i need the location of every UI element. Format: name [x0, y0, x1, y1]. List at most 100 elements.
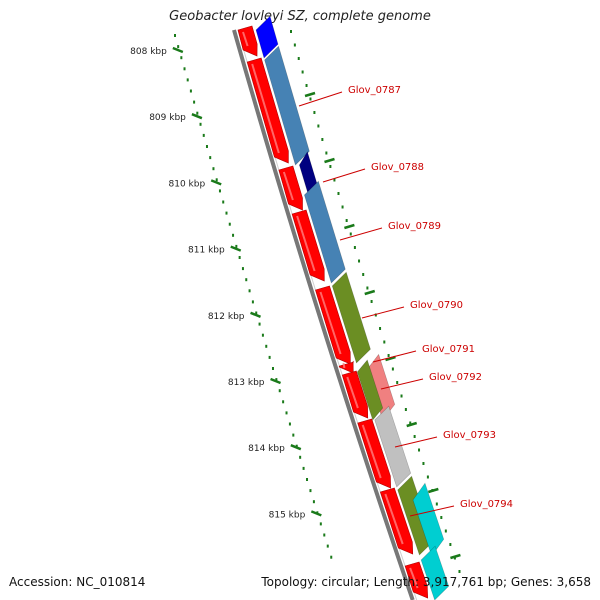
ruler-dot: [275, 378, 278, 382]
cds-arrow-highlight: [282, 171, 294, 201]
ruler-dot: [282, 400, 285, 404]
ruler-dot: [215, 178, 218, 182]
gene-ruler-dot: [458, 570, 461, 573]
ruler-dot: [222, 200, 225, 204]
ruler-dot: [326, 544, 329, 548]
gene-ruler-dot: [293, 43, 296, 47]
ruler-dot: [319, 522, 322, 526]
ruler-dot: [228, 222, 231, 226]
ruler-dot: [255, 311, 258, 315]
accession-label: Accession: NC_010814: [9, 575, 146, 589]
gene-ruler-dot: [370, 300, 373, 303]
feature-block: [255, 15, 279, 59]
gene-leader-line: [394, 436, 438, 448]
ruler-dot: [295, 444, 298, 448]
gene-ruler-dot: [305, 84, 308, 87]
ruler-dot: [268, 355, 271, 359]
ruler-dot: [196, 111, 199, 115]
gene-ruler-dot: [400, 394, 403, 398]
gene-ruler-dot: [353, 246, 356, 249]
gene-ruler-tick: [324, 157, 335, 164]
ruler-dot: [292, 433, 295, 437]
gene-ruler-dot: [435, 502, 438, 506]
ruler-dot: [248, 289, 251, 293]
gene-ruler-dot: [444, 529, 447, 533]
ruler-dot: [183, 67, 186, 71]
ruler-major-tick: [310, 510, 322, 517]
map-title: Geobacter lovleyi SZ, complete genome: [169, 9, 431, 24]
ruler-dot: [235, 244, 238, 248]
ruler-dot: [193, 100, 196, 104]
gene-leader-line: [372, 350, 417, 363]
ruler-major-tick: [210, 179, 222, 186]
ruler-tick-label: 810 kbp: [169, 179, 206, 189]
cds-arrow-highlight: [361, 424, 382, 479]
gene-ruler-dot: [422, 462, 425, 465]
gene-label: Glov_0793: [443, 430, 496, 441]
gene-leader-line: [380, 378, 424, 390]
gene-ruler-dot: [329, 165, 332, 168]
feature-block: [304, 180, 346, 284]
gene-ruler-dot: [317, 124, 320, 128]
feature-block: [356, 359, 384, 421]
gene-ruler-tick: [385, 355, 396, 362]
ruler-major-tick: [290, 444, 302, 451]
ruler-dot: [180, 56, 183, 60]
ruler-dot: [218, 189, 221, 193]
feature-block: [264, 45, 310, 166]
gene-ruler-dot: [374, 313, 377, 317]
ruler-dot: [309, 489, 312, 493]
cds-arrow-highlight: [251, 63, 280, 154]
ruler-dot: [306, 478, 309, 481]
ruler-dot: [312, 500, 315, 504]
cds-arrow-highlight: [296, 215, 316, 272]
gene-label: Glov_0792: [429, 372, 482, 383]
ruler-tick-label: 814 kbp: [248, 444, 285, 454]
gene-ruler-tick: [427, 487, 439, 494]
gene-ruler-dot: [309, 97, 312, 101]
ruler-dot: [241, 267, 244, 271]
ruler-dot: [199, 122, 202, 126]
ruler-dot: [258, 322, 261, 326]
backbone-line: [232, 29, 415, 600]
gene-ruler-dot: [358, 259, 361, 263]
gene-leader-line: [361, 306, 405, 319]
gene-ruler-dot: [333, 178, 336, 182]
ruler-dot: [323, 533, 326, 537]
gene-ruler-tick: [450, 553, 461, 560]
gene-ruler-dot: [313, 111, 316, 114]
gene-leader-line: [409, 505, 455, 517]
cds-arrow-highlight: [409, 567, 419, 589]
gene-ruler-dot: [349, 232, 352, 236]
cds-arrow-highlight: [342, 362, 346, 369]
ruler-major-tick: [250, 311, 261, 318]
gene-label: Glov_0791: [422, 344, 475, 355]
gene-label: Glov_0790: [410, 300, 463, 311]
gene-ruler-tick: [364, 289, 376, 296]
gene-label: Glov_0788: [371, 162, 424, 173]
ruler-major-tick: [270, 377, 282, 385]
ruler-major-tick: [172, 46, 184, 54]
ruler-dot: [174, 34, 176, 37]
gene-ruler-dot: [341, 205, 344, 209]
gene-ruler-dot: [387, 354, 390, 357]
feature-block: [412, 482, 445, 557]
gene-label: Glov_0787: [348, 85, 401, 96]
ruler-dot: [189, 89, 192, 93]
ruler-tick-label: 809 kbp: [149, 113, 186, 123]
gene-ruler-dot: [413, 435, 416, 438]
gene-ruler-tick: [344, 223, 355, 230]
ruler-dot: [278, 389, 281, 393]
ruler-dot: [225, 211, 228, 215]
ruler-dot: [251, 300, 254, 304]
gene-ruler-dot: [362, 273, 365, 276]
gene-ruler-dot: [366, 286, 369, 290]
ruler-major-tick: [191, 113, 203, 120]
ruler-dot: [299, 455, 302, 459]
ruler-dot: [212, 167, 215, 171]
gene-ruler-dot: [391, 367, 394, 371]
gene-ruler-dot: [337, 192, 340, 195]
gene-ruler-dot: [379, 327, 382, 330]
ruler-tick-label: 811 kbp: [188, 246, 225, 256]
